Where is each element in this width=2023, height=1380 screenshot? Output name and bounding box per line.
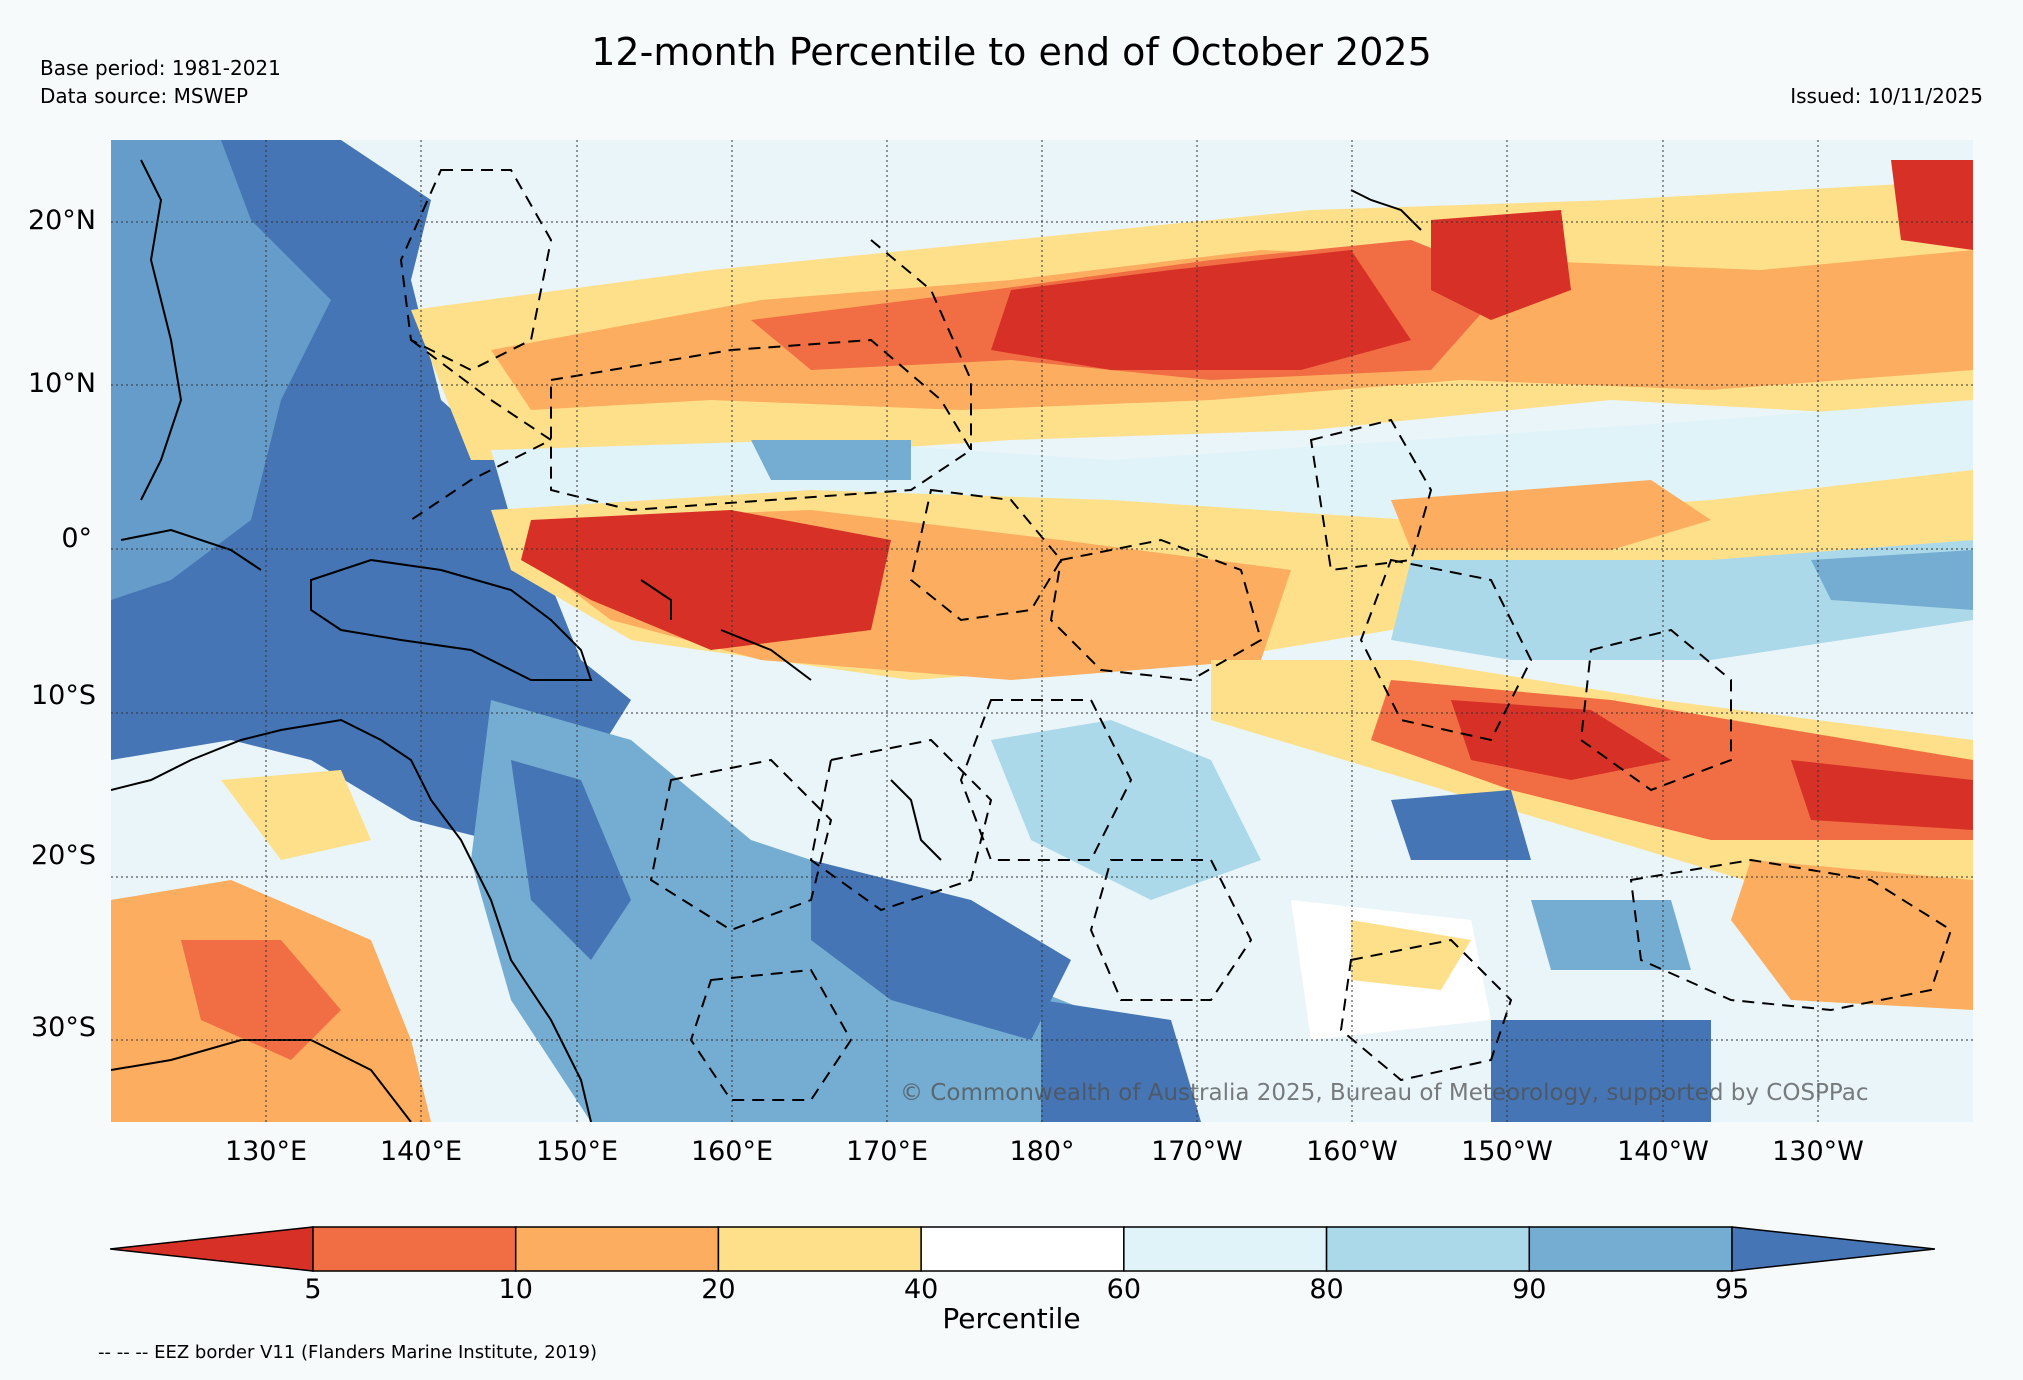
colorbar-label: Percentile [942, 1302, 1081, 1335]
eez-tuvalu [1049, 538, 1263, 682]
eez-cook [1359, 558, 1533, 742]
lon-label-130e: 130°E [224, 1136, 308, 1167]
dry-core-australia [181, 940, 341, 1060]
wet-patch-southeast-1 [1391, 790, 1531, 860]
map-canvas [111, 140, 1973, 1122]
colorbar-tick-label: 10 [498, 1274, 533, 1305]
lon-label-160e: 160°E [690, 1136, 774, 1167]
lat-label-20n: 20°N [27, 205, 96, 236]
lat-label-10n: 10°N [27, 368, 96, 399]
colorbar-bin [920, 1226, 1125, 1272]
colorbar-tick-label: 5 [304, 1274, 322, 1305]
dry-core-french-polynesia [1791, 760, 1973, 830]
coastline-indonesia [120, 528, 262, 571]
dry-patch-equatorial-east [1391, 480, 1711, 550]
lon-label-170e: 170°E [845, 1136, 929, 1167]
eez-new-caledonia [649, 758, 833, 932]
lon-label-130w: 130°W [1772, 1136, 1864, 1167]
colorbar-bin [1123, 1226, 1328, 1272]
dry-core-cook-islands [1451, 700, 1671, 780]
colorbar-tick-label: 60 [1106, 1274, 1142, 1305]
colorbar-bin [312, 1226, 517, 1272]
wet-patch-southeast-3 [1491, 1020, 1711, 1122]
wet-region-philippines [111, 140, 331, 600]
eez-palau [410, 339, 553, 521]
lat-label-0: 0° [61, 523, 92, 554]
percentile-map [111, 140, 1973, 1122]
colorbar-bin [514, 1226, 720, 1272]
coastline-hawaii [1350, 189, 1422, 231]
coastline-australia [111, 718, 592, 1122]
dry-core-equatorial [521, 510, 891, 650]
wet-patch-southeast-2 [1531, 900, 1691, 970]
lon-label-140e: 140°E [379, 1136, 463, 1167]
eez-fiji [959, 699, 1133, 861]
coastline-bismarck [640, 579, 672, 620]
lon-label-150e: 150°E [535, 1136, 619, 1167]
coastline-new-guinea [310, 558, 593, 681]
colorbar-tick-label: 20 [701, 1274, 736, 1305]
colorbar-extension-high [1731, 1226, 1935, 1272]
eez-pitcairn [1629, 858, 1953, 1012]
wet-core-tasman [1041, 1000, 1201, 1122]
data-source: Data source: MSWEP [40, 84, 249, 108]
colorbar-tick-label: 40 [903, 1274, 939, 1305]
lon-label-170w: 170°W [1151, 1136, 1243, 1167]
eez-austral [1339, 938, 1513, 1082]
eez-nauru-kiribati [909, 488, 1063, 622]
eez-guam [399, 169, 553, 372]
eez-micronesia [550, 338, 973, 512]
eez-tonga [1089, 859, 1253, 1001]
colorbar [110, 1226, 1935, 1272]
dry-core-northeast [1891, 160, 1973, 250]
colorbar-bin [1528, 1226, 1733, 1272]
dry-core-hawaii [1431, 210, 1571, 320]
colorbar-bin [717, 1226, 922, 1272]
wet-patch-central-pacific [1811, 550, 1973, 610]
lat-label-10s: 10°S [31, 680, 96, 711]
base-period: Base period: 1981-2021 [40, 56, 281, 80]
lat-label-30s: 30°S [31, 1012, 96, 1043]
eez-vanuatu [809, 738, 993, 912]
wet-region-vanuatu [991, 720, 1261, 900]
lon-label-180: 180° [1009, 1136, 1075, 1167]
colorbar-bin [1325, 1226, 1531, 1272]
coastline-solomon [720, 629, 812, 681]
eez-kiribati-line [1309, 418, 1433, 572]
issued-date: Issued: 10/11/2025 [1790, 84, 1983, 108]
eez-borders [399, 169, 1953, 1101]
lon-label-140w: 140°W [1617, 1136, 1709, 1167]
lon-label-150w: 150°W [1461, 1136, 1553, 1167]
metadata-left: Base period: 1981-2021 Data source: MSWE… [40, 54, 281, 110]
eez-marshall [870, 239, 972, 450]
lon-label-160w: 160°W [1306, 1136, 1398, 1167]
colorbar-tick-label: 95 [1714, 1274, 1750, 1305]
wet-patch-5n [751, 440, 911, 480]
eez-footnote: -- -- -- EEZ border V11 (Flanders Marine… [98, 1342, 598, 1363]
copyright-notice: © Commonwealth of Australia 2025, Bureau… [900, 1080, 1869, 1106]
dry-core-north-pacific [991, 250, 1411, 370]
wet-core-south-pacific [811, 860, 1071, 1040]
wet-core-queensland [511, 760, 631, 960]
coastline-philippines [140, 159, 183, 501]
colorbar-tick-label: 80 [1309, 1274, 1344, 1305]
dry-region-southeast [1731, 860, 1973, 1010]
graticule [111, 140, 1973, 1122]
lat-label-20s: 20°S [31, 840, 96, 871]
colorbar-tick-label: 90 [1512, 1274, 1547, 1305]
dry-patch-nw-australia [221, 770, 371, 860]
colorbar-extension-low [110, 1226, 314, 1272]
dry-patch-south-central [1351, 920, 1471, 990]
coastline-new-caledonia [890, 779, 942, 861]
map-title: 12-month Percentile to end of October 20… [591, 30, 1432, 74]
eez-french-polynesia [1579, 628, 1732, 792]
